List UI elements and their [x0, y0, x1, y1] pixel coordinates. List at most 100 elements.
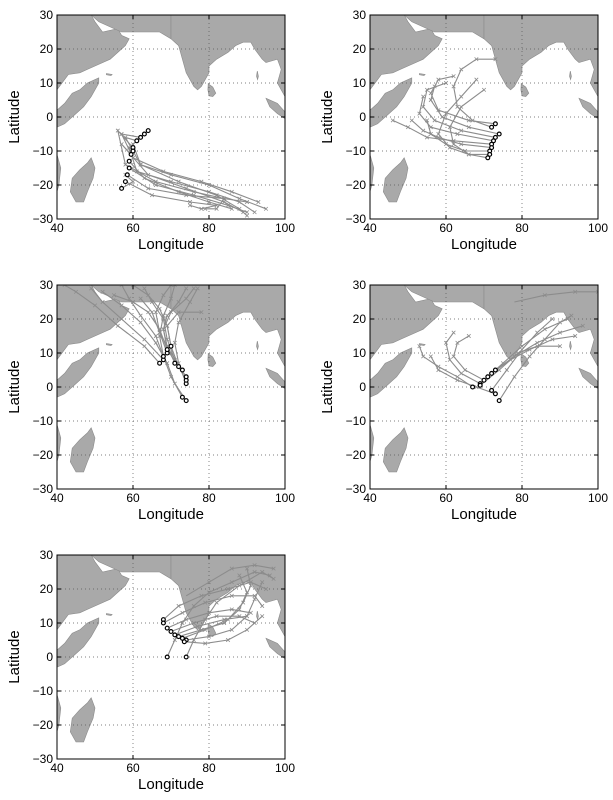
- andaman-islands: [256, 611, 259, 621]
- x-tick-label: 40: [50, 221, 64, 235]
- x-tick-label: 100: [275, 221, 295, 235]
- track-point-marker: [168, 310, 174, 315]
- y-tick-label: 20: [40, 312, 54, 326]
- sri-lanka-landmass: [207, 353, 217, 367]
- track-point-marker: [199, 206, 204, 211]
- genesis-point: [181, 639, 187, 645]
- track-point-marker: [244, 614, 250, 619]
- genesis-point: [179, 394, 185, 400]
- track-point-marker: [89, 286, 94, 291]
- track-point-marker: [421, 104, 426, 109]
- track-point-marker: [557, 330, 563, 335]
- genesis-point: [496, 131, 502, 137]
- track-point-marker: [527, 354, 532, 359]
- track-point-marker: [172, 285, 177, 288]
- track-point-marker: [187, 203, 193, 208]
- cyclone-track-10: [166, 311, 202, 381]
- africa-southeast-coast: [57, 694, 62, 732]
- arabia-africa-landmass: [370, 285, 443, 361]
- track-point-marker: [184, 286, 189, 291]
- track-point-marker: [222, 196, 227, 201]
- track-point-marker: [168, 296, 174, 301]
- track-point-marker: [443, 80, 449, 86]
- y-tick-label: 30: [40, 548, 54, 562]
- track-point-marker: [130, 179, 136, 184]
- track-point-marker: [428, 131, 433, 137]
- track-point-marker: [229, 580, 234, 585]
- sumatra-landmass: [265, 637, 285, 660]
- madagascar-landmass: [382, 427, 409, 473]
- x-tick-label: 80: [515, 221, 529, 235]
- track-point-marker: [466, 152, 471, 157]
- cyclone-track-3: [452, 335, 485, 381]
- cyclone-track-10: [479, 345, 560, 386]
- y-tick-label: 0: [46, 110, 53, 124]
- y-tick-label: 0: [359, 380, 366, 394]
- track-point-marker: [417, 111, 422, 116]
- track-point-marker: [474, 77, 479, 82]
- track-point-marker: [225, 203, 231, 208]
- track-point-marker: [595, 289, 598, 294]
- x-tick-label: 100: [275, 761, 295, 775]
- plot-area: [57, 285, 285, 489]
- y-tick-label: −30: [346, 212, 367, 226]
- track-point-marker: [172, 637, 177, 643]
- track-point-marker: [161, 327, 166, 332]
- track-point-marker: [176, 320, 181, 325]
- genesis-point: [172, 360, 178, 366]
- genesis-point: [481, 377, 487, 383]
- sri-lanka-landmass: [207, 83, 217, 97]
- genesis-point: [179, 367, 185, 373]
- track-point-marker: [535, 344, 540, 349]
- track-point-marker: [165, 313, 170, 318]
- y-axis-label: Latitude: [319, 90, 336, 143]
- track-point-marker: [168, 285, 174, 288]
- track-point-marker: [569, 313, 574, 318]
- track-point-marker: [176, 310, 181, 315]
- track-point-marker: [252, 563, 257, 568]
- track-point-marker: [199, 310, 204, 315]
- track-point-marker: [153, 182, 158, 188]
- track-point-marker: [142, 344, 147, 349]
- y-tick-label: −10: [33, 684, 54, 698]
- track-point-marker: [459, 128, 464, 133]
- track-point-marker: [459, 142, 464, 147]
- track-point-marker: [443, 340, 449, 345]
- track-point-marker: [443, 111, 449, 116]
- track-point-marker: [146, 310, 151, 315]
- madagascar-landmass: [69, 157, 96, 203]
- track-point-marker: [451, 142, 456, 147]
- track-point-marker: [459, 104, 464, 109]
- track-point-marker: [512, 374, 517, 379]
- track-point-marker: [573, 289, 578, 294]
- y-tick-label: −20: [346, 178, 367, 192]
- track-point-marker: [447, 125, 452, 130]
- track-point-marker: [263, 586, 269, 592]
- track-point-marker: [111, 293, 117, 298]
- india-asia-landmass: [483, 15, 598, 98]
- track-point-marker: [172, 381, 177, 386]
- track-point-marker: [267, 573, 272, 578]
- track-point-marker: [214, 614, 219, 619]
- track-point-marker: [165, 323, 170, 328]
- track-point-marker: [424, 87, 430, 92]
- track-point-marker: [451, 354, 456, 359]
- track-point-marker: [191, 620, 196, 626]
- cyclone-track-8: [178, 575, 248, 638]
- plot-area: [57, 555, 285, 759]
- y-tick-label: 10: [40, 76, 54, 90]
- genesis-point: [141, 131, 147, 137]
- y-tick-label: −30: [346, 482, 367, 496]
- track-point-marker: [195, 624, 200, 629]
- track-point-marker: [504, 367, 509, 373]
- track-point-marker: [184, 617, 189, 622]
- x-axis-label: Longitude: [138, 236, 204, 253]
- track-point-marker: [447, 357, 452, 362]
- x-tick-label: 60: [126, 761, 140, 775]
- track-point-marker: [550, 316, 555, 322]
- y-tick-label: 30: [353, 8, 367, 22]
- track-point-marker: [474, 57, 479, 62]
- track-point-marker: [557, 344, 563, 349]
- track-point-marker: [187, 199, 193, 205]
- track-point-marker: [229, 627, 234, 632]
